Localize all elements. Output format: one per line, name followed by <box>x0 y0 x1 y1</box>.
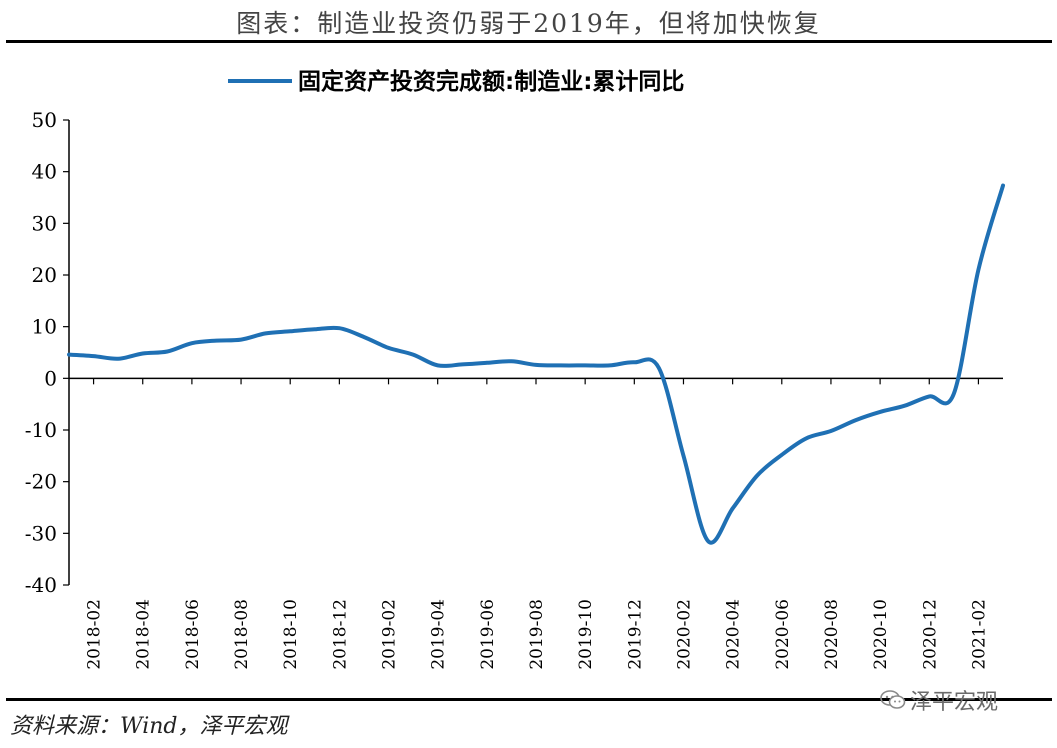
y-tick-label: 30 <box>32 211 57 235</box>
x-tick-label: 2019-08 <box>527 599 547 670</box>
y-axis-ticks: 50 40 30 20 10 0 -10 -20 -30 -40 <box>25 108 69 597</box>
x-tick-label: 2018-08 <box>232 599 252 670</box>
bottom-rule <box>6 698 1052 701</box>
y-tick-label: -10 <box>25 418 57 442</box>
x-tick-label: 2019-02 <box>380 599 400 670</box>
x-tick-label: 2021-02 <box>969 599 989 670</box>
y-tick-label: -40 <box>25 573 57 597</box>
line-chart: 固定资产投资完成额:制造业:累计同比 50 40 30 20 10 0 -10 -20 -30 -… <box>25 68 1005 670</box>
y-tick-label: 20 <box>32 263 57 287</box>
x-tick-label: 2019-06 <box>478 599 498 670</box>
x-tick-label: 2018-06 <box>183 599 203 670</box>
x-tick-label: 2020-08 <box>822 599 842 670</box>
legend: 固定资产投资完成额:制造业:累计同比 <box>228 68 684 95</box>
x-tick-label: 2018-10 <box>281 599 301 670</box>
x-tick-label: 2020-06 <box>773 599 793 670</box>
x-tick-label: 2018-02 <box>85 599 105 670</box>
source-note: 资料来源：Wind，泽平宏观 <box>10 714 288 739</box>
y-tick-label: 50 <box>32 108 57 132</box>
y-tick-label: 40 <box>32 160 57 184</box>
x-tick-label: 2018-12 <box>330 599 350 670</box>
axes <box>68 120 1003 585</box>
y-tick-label: 0 <box>44 366 57 390</box>
x-tick-label: 2020-02 <box>674 599 694 670</box>
x-tick-label: 2019-12 <box>625 599 645 670</box>
series-line <box>67 183 1005 545</box>
x-tick-label: 2019-04 <box>429 599 449 670</box>
page-title: 图表：制造业投资仍弱于2019年，但将加快恢复 <box>236 9 821 38</box>
y-tick-label: -20 <box>25 470 57 494</box>
legend-label: 固定资产投资完成额:制造业:累计同比 <box>298 68 684 95</box>
wechat-icon <box>880 690 906 709</box>
y-tick-label: -30 <box>25 521 57 545</box>
watermark-text: 泽平宏观 <box>910 690 999 715</box>
y-tick-label: 10 <box>32 315 57 339</box>
x-tick-label: 2020-12 <box>920 599 940 670</box>
x-tick-label: 2018-04 <box>134 599 154 670</box>
x-tick-label: 2019-10 <box>576 599 596 670</box>
x-axis-ticks: 2018-02 2018-04 2018-06 2018-08 2018-10 2018-… <box>85 378 989 670</box>
watermark: 泽平宏观 <box>880 684 998 716</box>
x-tick-label: 2020-04 <box>724 599 744 670</box>
x-tick-label: 2020-10 <box>871 599 891 670</box>
top-rule <box>6 40 1052 43</box>
